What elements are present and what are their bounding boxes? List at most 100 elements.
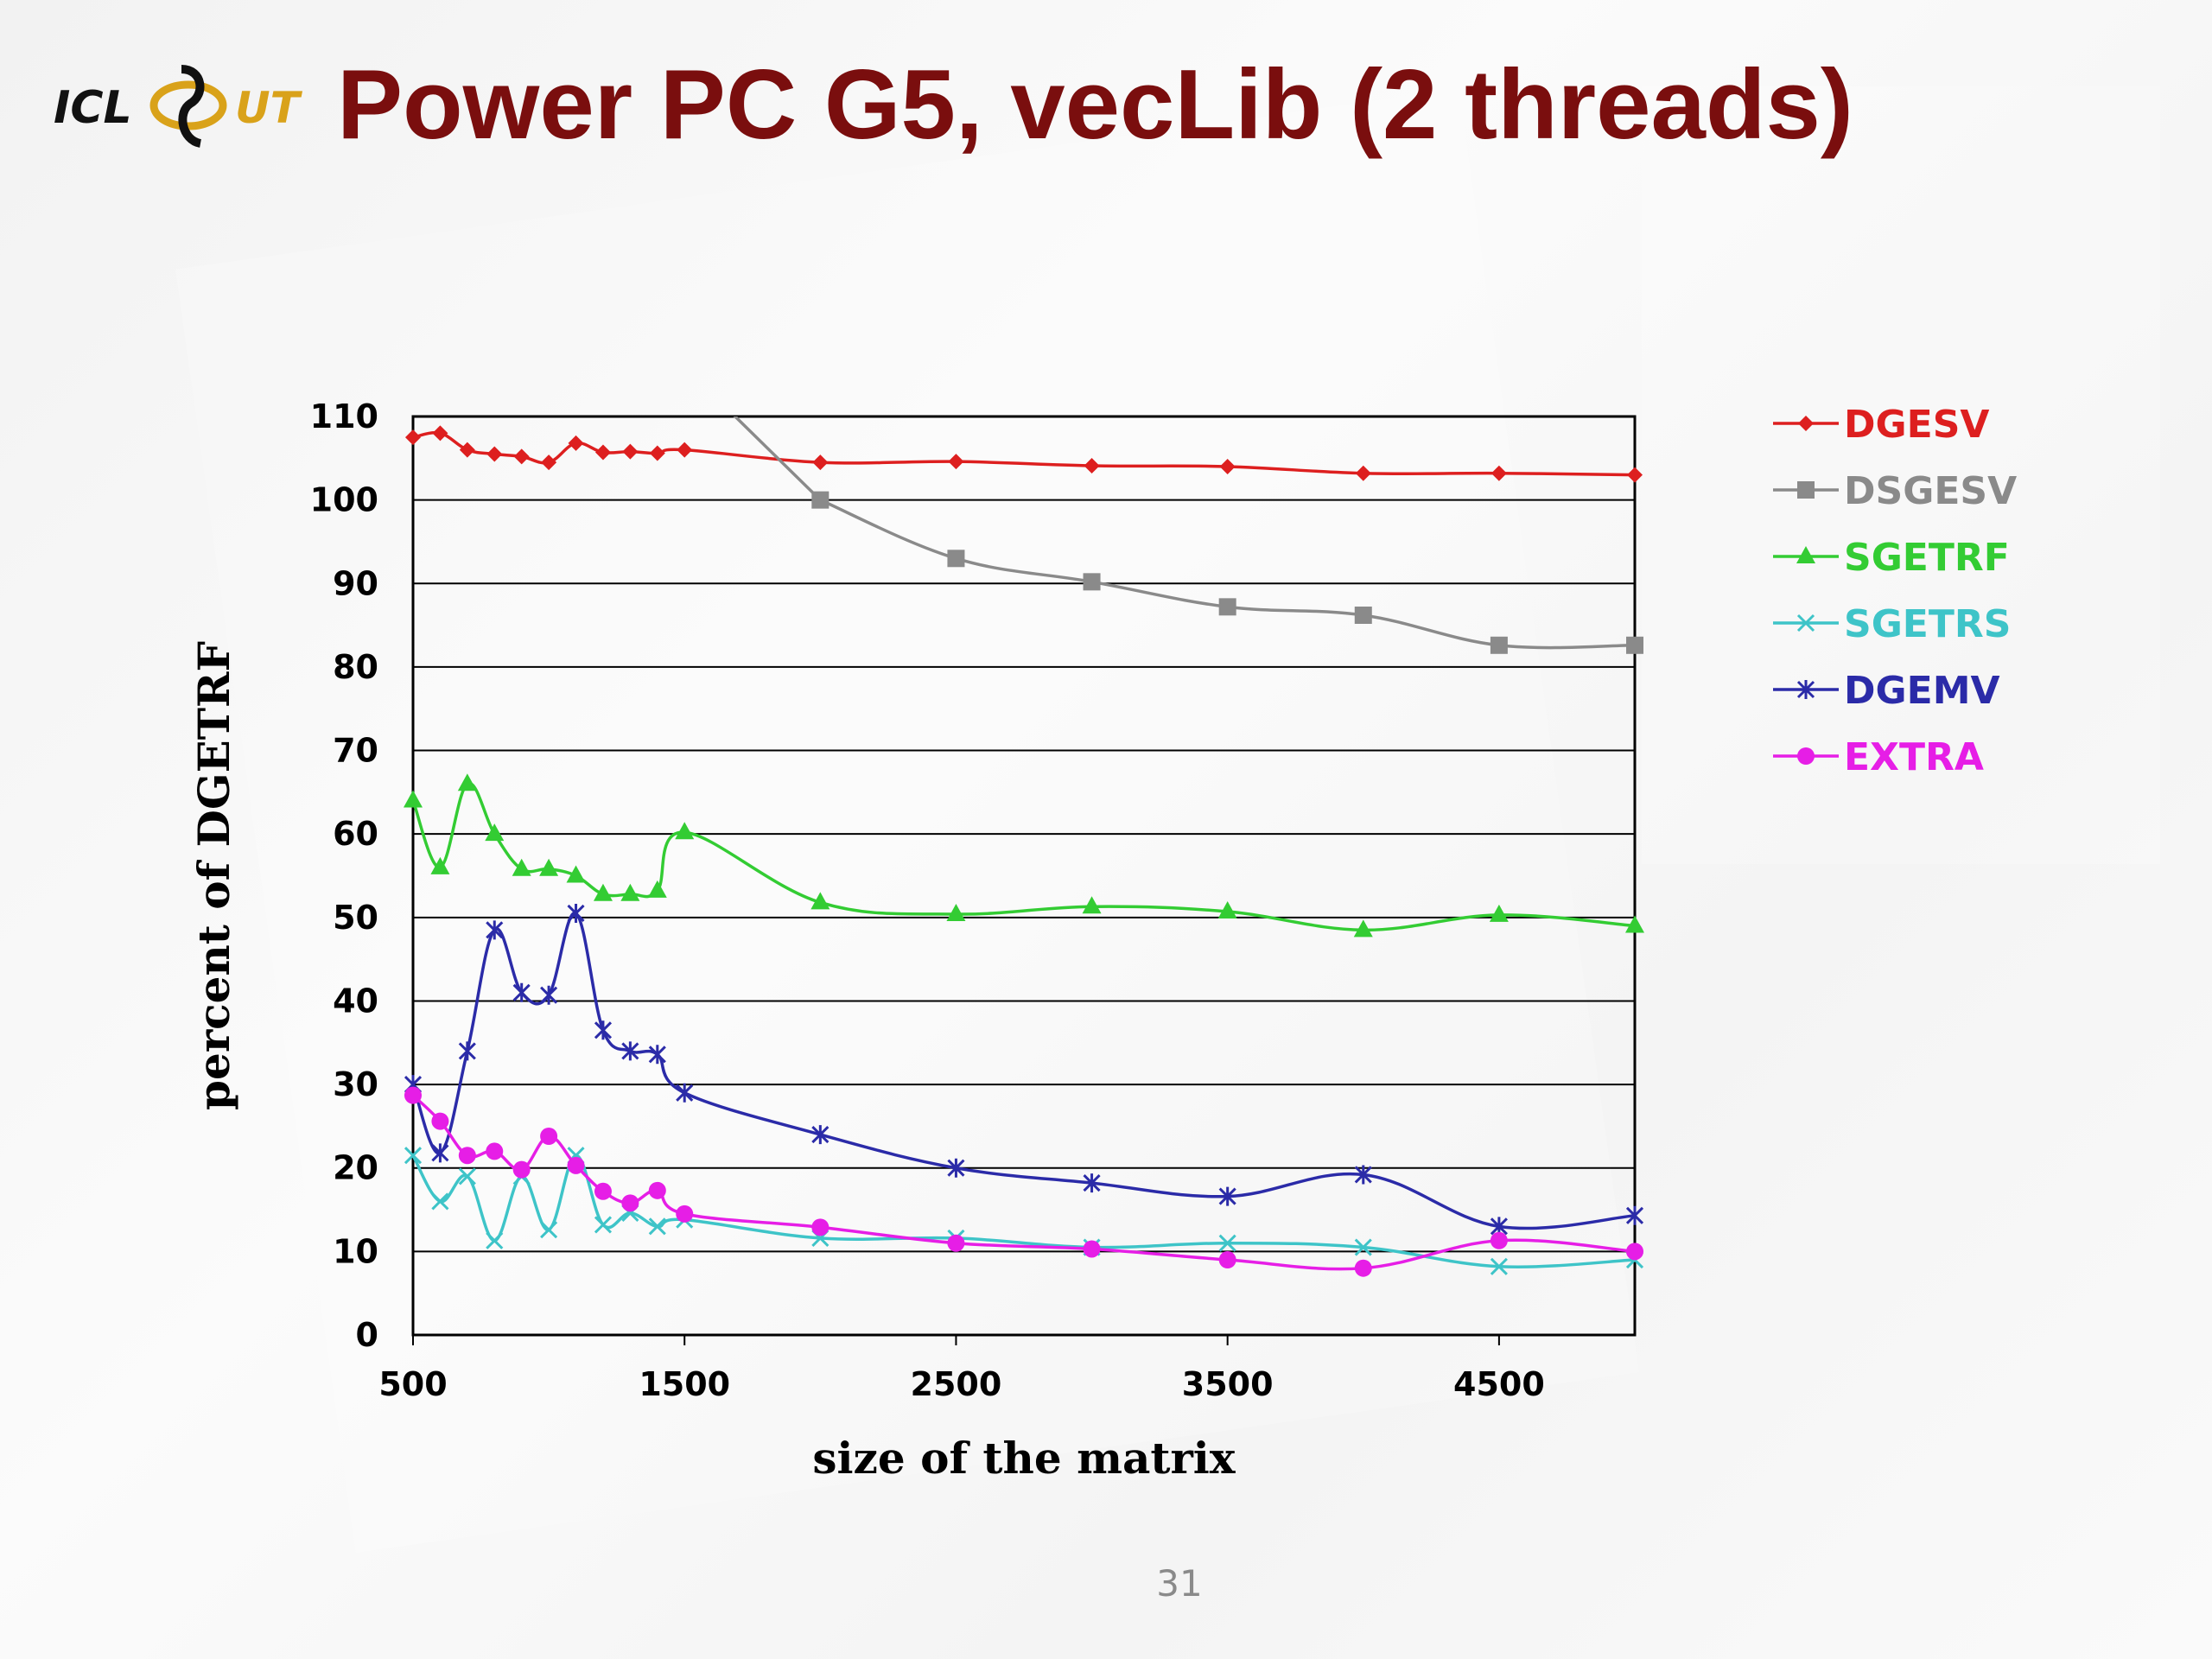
x-tick-label: 3500: [1182, 1365, 1274, 1403]
y-tick-label: 20: [333, 1149, 378, 1187]
data-point: [649, 445, 665, 461]
series-line-segment: [733, 416, 822, 501]
data-point: [513, 448, 530, 465]
y-tick-label: 40: [333, 982, 378, 1020]
legend-item-extra: EXTRA: [1773, 735, 1984, 779]
data-point: [405, 429, 421, 446]
legend-label: SGETRF: [1844, 536, 2010, 580]
y-tick-label: 10: [333, 1232, 378, 1270]
data-point: [1218, 1234, 1236, 1252]
data-point: [458, 1167, 476, 1185]
data-point: [512, 982, 531, 1002]
legend-marker: [1796, 613, 1815, 632]
data-point: [675, 822, 695, 840]
data-point: [1625, 1205, 1644, 1225]
data-point: [593, 883, 613, 901]
page-number: 31: [1156, 1562, 1203, 1605]
data-point: [1217, 901, 1237, 919]
legend-marker: [1797, 481, 1815, 499]
data-point: [486, 1231, 504, 1249]
data-point: [431, 1143, 449, 1163]
legend-item-sgetrs: SGETRS: [1773, 602, 2011, 646]
data-point: [1083, 1240, 1101, 1258]
data-point: [458, 1041, 476, 1061]
data-point: [1218, 1186, 1236, 1206]
data-point: [811, 1218, 830, 1236]
data-point: [1489, 904, 1509, 922]
data-point: [567, 903, 585, 923]
data-point: [540, 1221, 558, 1239]
data-point: [621, 1041, 639, 1061]
data-point: [457, 773, 477, 791]
data-point: [648, 1045, 666, 1065]
series-extra: [404, 1086, 1643, 1277]
x-tick-label: 2500: [911, 1365, 1002, 1403]
y-tick-label: 100: [310, 481, 378, 519]
logo-ring-icon: [149, 80, 227, 130]
data-point: [459, 442, 475, 458]
legend-label: DGESV: [1844, 403, 1989, 447]
data-point: [568, 435, 584, 451]
data-point: [1355, 465, 1371, 481]
data-point: [1354, 1165, 1372, 1185]
data-point: [648, 1181, 666, 1199]
data-point: [594, 1020, 613, 1040]
data-point: [1354, 1259, 1372, 1277]
series-line: [819, 499, 1636, 650]
data-point: [1490, 1257, 1508, 1275]
data-point: [432, 425, 448, 442]
legend-item-dgesv: DGESV: [1773, 403, 1989, 447]
data-point: [431, 1192, 449, 1211]
data-point: [486, 1142, 504, 1160]
data-point: [1626, 1243, 1643, 1261]
series-dgesv: [405, 425, 1643, 483]
data-point: [539, 858, 559, 876]
data-point: [948, 454, 964, 470]
y-tick-label: 80: [333, 648, 378, 686]
x-tick-label: 500: [378, 1365, 447, 1403]
data-point: [594, 1216, 613, 1234]
logo-flame-icon: [178, 65, 205, 148]
legend-label: EXTRA: [1844, 735, 1984, 779]
x-axis-ticks: 500 1500 2500 3500 4500: [378, 1335, 1545, 1403]
legend-label: DSGESV: [1844, 469, 2017, 513]
data-point: [1626, 636, 1643, 654]
series-sgetrs: [404, 1147, 1644, 1275]
data-point: [1354, 1238, 1372, 1256]
data-point: [810, 892, 830, 910]
data-point: [677, 442, 693, 458]
data-point: [1083, 1173, 1101, 1193]
legend-marker: [1796, 546, 1815, 563]
legend-item-dsgesv: DSGESV: [1773, 469, 2017, 513]
legend-marker: [1798, 416, 1814, 431]
background-shape: [1642, 86, 2160, 864]
data-point: [430, 856, 450, 874]
data-point: [404, 1147, 423, 1165]
data-point: [594, 444, 611, 461]
data-point: [1491, 465, 1507, 481]
data-point: [1218, 598, 1236, 616]
data-point: [676, 1205, 694, 1223]
data-point: [486, 920, 504, 940]
y-tick-label: 60: [333, 815, 378, 853]
ut-logo-text: UT: [235, 83, 302, 133]
legend-label: SGETRS: [1844, 602, 2011, 646]
y-tick-label: 0: [356, 1316, 378, 1354]
data-point: [622, 443, 639, 460]
page-title: Power PC G5, vecLib (2 threads): [337, 50, 1853, 160]
series-dsgesv: [733, 416, 1643, 654]
data-point: [811, 491, 830, 509]
data-point: [541, 454, 557, 471]
data-point: [431, 1112, 449, 1130]
data-point: [404, 790, 423, 808]
data-point: [811, 1125, 830, 1145]
data-point: [1353, 919, 1373, 938]
chart-grid: [413, 416, 1635, 1336]
legend-marker: [1796, 680, 1815, 699]
icl-logo-text: ICL: [54, 82, 132, 134]
data-point: [486, 446, 503, 462]
series-sgetrf: [404, 773, 1644, 938]
data-point: [647, 880, 667, 898]
legend-marker: [1797, 747, 1815, 765]
